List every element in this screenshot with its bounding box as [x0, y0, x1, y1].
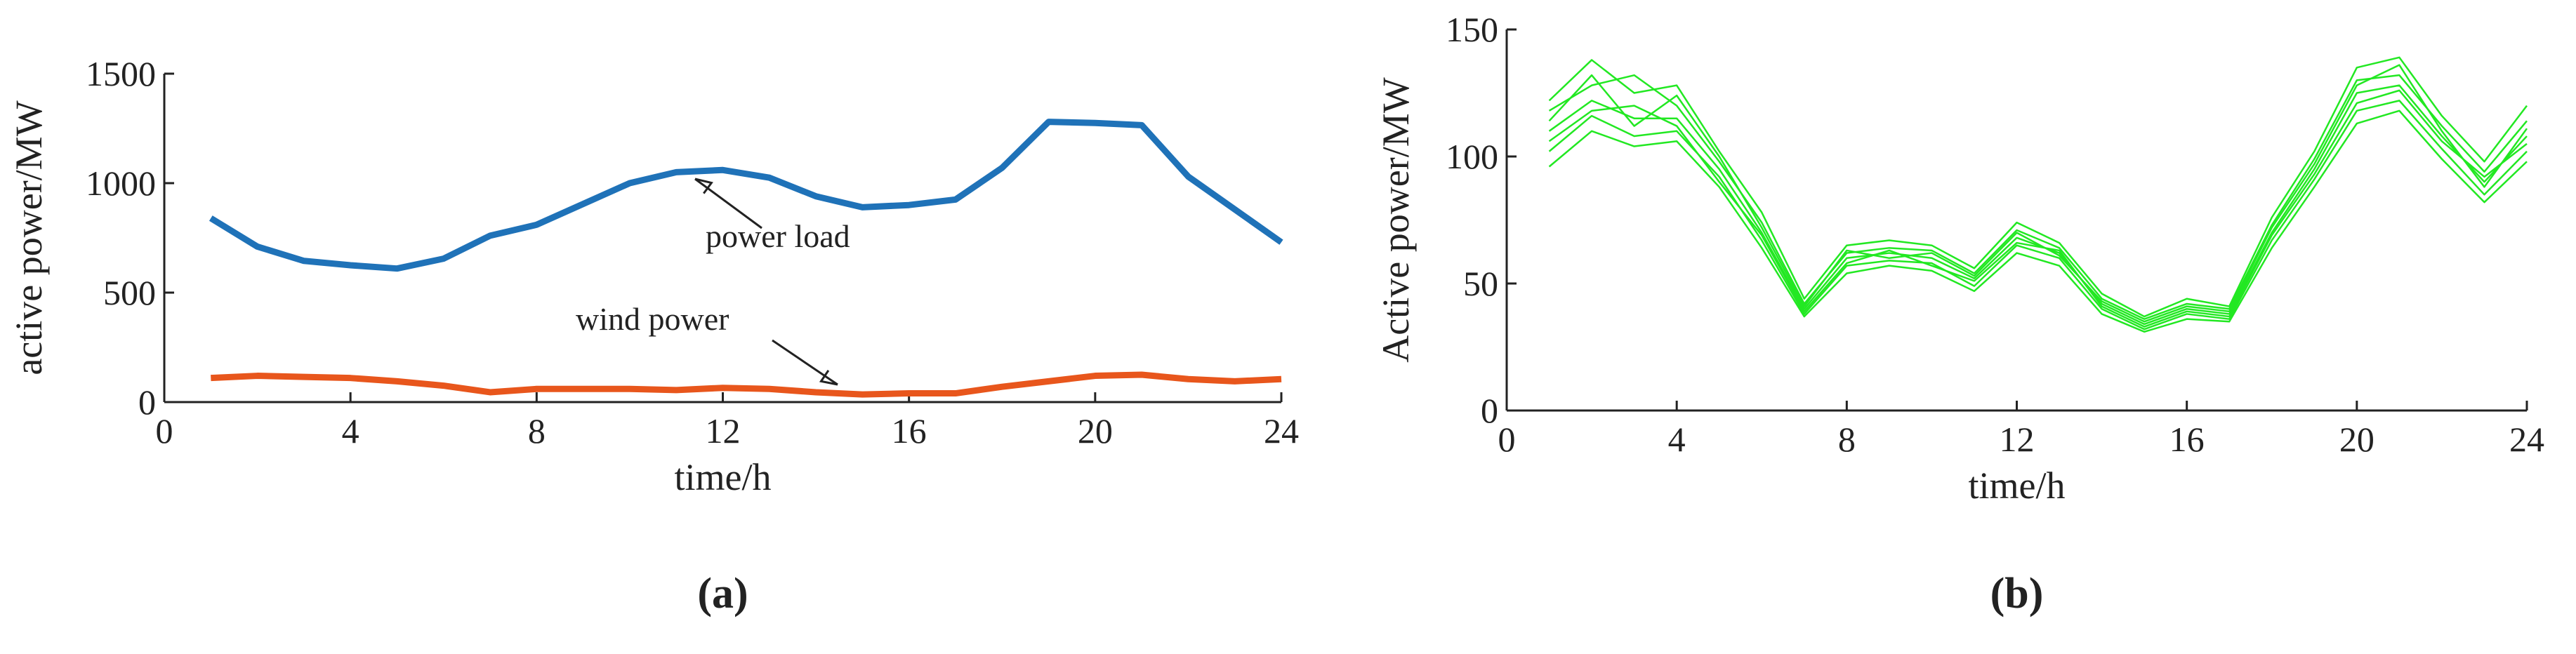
x-tick-label: 20	[2339, 420, 2374, 459]
y-axis-label: active power/MW	[8, 100, 50, 375]
x-tick-label: 12	[2000, 420, 2035, 459]
x-tick-label: 16	[892, 411, 927, 451]
y-axis-label: Active power/MW	[1375, 77, 1417, 362]
data-line	[211, 371, 1282, 398]
annotation-arrow	[694, 178, 762, 229]
x-tick-label: 24	[2509, 420, 2544, 459]
x-tick-label: 12	[706, 411, 741, 451]
data-line	[1548, 109, 2528, 333]
y-tick-label: 100	[1446, 137, 1498, 176]
data-line	[1548, 89, 2528, 328]
x-tick-label: 16	[2169, 420, 2205, 459]
annotation-arrow	[772, 339, 838, 386]
arrow-head	[694, 178, 713, 194]
y-tick-label: 1500	[86, 54, 156, 93]
x-tick-label: 4	[1668, 420, 1686, 459]
y-tick-label: 150	[1446, 10, 1498, 49]
y-tick-label: 1000	[86, 164, 156, 203]
y-tick-label: 0	[1481, 391, 1498, 430]
chart-panel: 0 4 8 12 16 20 24 0 50 100 150 time/h Active power/M…	[1375, 10, 2544, 618]
annotation: wind power	[576, 301, 729, 337]
data-line	[1548, 100, 2528, 331]
data-line	[209, 119, 1283, 272]
annotation: power load	[706, 218, 850, 254]
x-tick-label: 0	[156, 411, 173, 451]
data-line	[1548, 84, 2528, 326]
caption: (a)	[697, 570, 748, 618]
y-tick-label: 500	[103, 273, 156, 312]
x-axis-label: time/h	[1969, 465, 2066, 507]
y-tick-label: 0	[138, 382, 156, 422]
x-tick-label: 4	[342, 411, 359, 451]
x-tick-label: 24	[1264, 411, 1299, 451]
x-tick-label: 8	[528, 411, 546, 451]
data-line	[1548, 64, 2528, 323]
x-tick-label: 20	[1078, 411, 1113, 451]
data-line	[1548, 74, 2528, 320]
chart-panel: 0 4 8 12 16 20 24 0 500 1000 1500 time/h active powe…	[8, 54, 1299, 618]
x-axis-label: time/h	[675, 456, 772, 498]
data-line	[1548, 56, 2528, 318]
x-tick-label: 8	[1838, 420, 1856, 459]
arrow-head	[819, 370, 838, 386]
caption: (b)	[1990, 570, 2044, 618]
x-tick-label: 0	[1498, 420, 1516, 459]
y-tick-label: 50	[1463, 264, 1498, 303]
